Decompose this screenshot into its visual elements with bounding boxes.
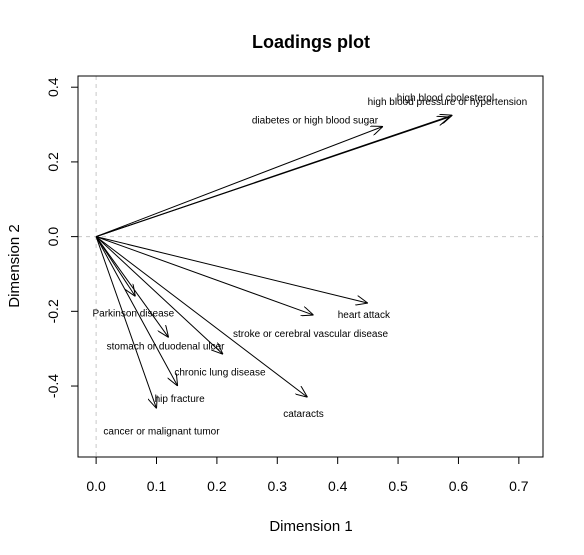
loading-vector-stroke-or-cerebral-vascular-disease [95,236,313,315]
loading-label-heart-attack: heart attack [338,310,391,321]
loading-label-cancer-or-malignant-tumor: cancer or malignant tumor [103,426,220,437]
y-tick-label: -0.2 [45,299,61,323]
loading-label-stroke-or-cerebral-vascular-disease: stroke or cerebral vascular disease [233,329,389,340]
loading-vector-heart-attack [95,236,368,303]
loading-label-chronic-lung-disease: chronic lung disease [174,367,266,378]
loading-vector-cancer-or-malignant-tumor [95,236,156,409]
loading-label-stomach-or-duodenal-ulcer: stomach or duodenal ulcer [107,341,226,352]
x-tick-label: 0.1 [147,478,167,494]
loading-vector-cataracts [95,236,307,398]
loading-label-high-blood-pressure-or-hypertension: high blood pressure or hypertension [368,97,528,108]
x-tick-label: 0.2 [207,478,227,494]
y-tick-label: -0.4 [45,374,61,398]
y-axis-title: Dimension 2 [6,224,23,307]
loading-label-cataracts: cataracts [283,409,324,420]
y-axis: -0.4 -0.2 0.0 0.2 0.4 [45,77,79,398]
x-tick-label: 0.0 [86,478,106,494]
x-tick-label: 0.5 [388,478,408,494]
loading-label-diabetes-or-high-blood-sugar: diabetes or high blood sugar [252,115,379,126]
x-tick-label: 0.3 [268,478,288,494]
loading-label-high-blood-cholesterol: high blood cholesterol [397,93,494,104]
loading-vector-chronic-lung-disease [95,236,223,355]
reference-lines [78,76,543,457]
loading-vector-hip-fracture [95,236,178,386]
y-tick-label: 0.0 [45,227,61,247]
loading-vectors [95,115,452,409]
loading-label-hip-fracture: hip fracture [155,394,205,405]
x-tick-label: 0.4 [328,478,348,494]
loading-label-parkinson-disease: Parkinson disease [93,308,175,319]
x-tick-label: 0.6 [449,478,469,494]
x-axis-title: Dimension 1 [269,518,352,535]
loading-vector-diabetes-or-high-blood-sugar [95,126,383,238]
y-tick-label: 0.4 [45,77,61,97]
x-axis: 0.0 0.1 0.2 0.3 0.4 0.5 0.6 0.7 [86,456,529,494]
loading-vector-stomach-or-duodenal-ulcer [95,236,168,338]
chart-title: Loadings plot [252,32,370,52]
y-tick-label: 0.2 [45,152,61,172]
loading-vector-high-blood-pressure-or-hypertension [95,117,449,238]
plot-frame [77,75,544,458]
x-tick-label: 0.7 [509,478,529,494]
